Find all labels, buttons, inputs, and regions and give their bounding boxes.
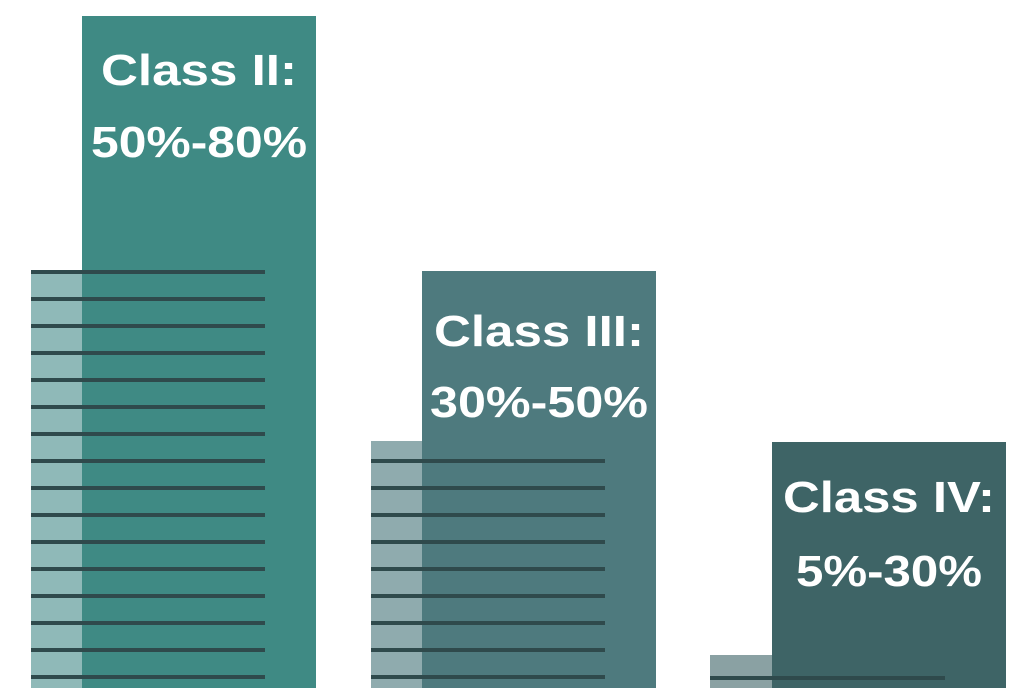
class-title: Class IV:	[783, 473, 995, 522]
class-range: 5%-30%	[796, 547, 982, 596]
class-title: Class II:	[101, 46, 297, 95]
class-range: 30%-50%	[430, 378, 648, 427]
floor-lines	[31, 270, 265, 679]
class-range: 50%-80%	[91, 118, 307, 167]
class-title: Class III:	[434, 307, 644, 356]
building	[772, 442, 1006, 688]
building	[422, 271, 656, 688]
floor-lines	[371, 459, 605, 679]
